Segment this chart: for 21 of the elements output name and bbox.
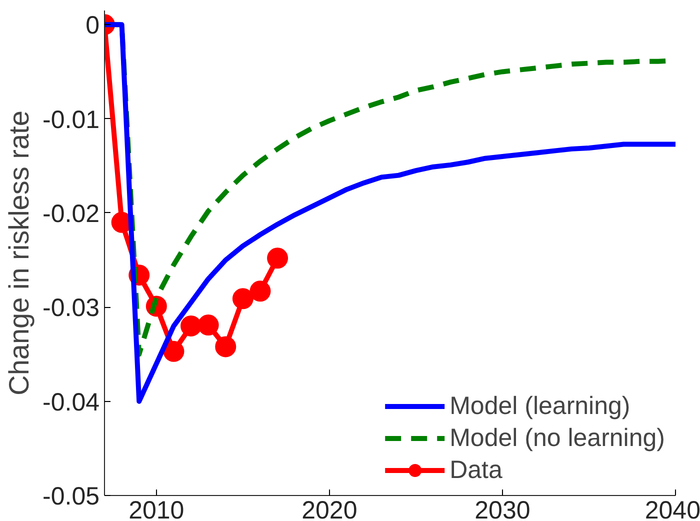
y-tick-label: -0.03 — [42, 294, 100, 322]
point — [163, 340, 184, 362]
point — [180, 316, 202, 336]
point — [198, 314, 219, 336]
legend-label: Model (learning) — [450, 392, 630, 420]
y-tick-label: -0.05 — [42, 482, 100, 510]
y-tick-label: -0.01 — [42, 106, 100, 134]
y-tick-label: -0.02 — [42, 200, 100, 228]
x-tick-label: 2010 — [128, 496, 184, 521]
x-tick-label: 2030 — [474, 496, 530, 521]
y-tick-label: 0 — [86, 12, 100, 40]
x-tick-label: 2020 — [302, 496, 358, 521]
legend-label: Data — [450, 456, 502, 484]
legend-label: Model (no learning) — [450, 424, 665, 452]
x-tick-label: 2040 — [644, 496, 700, 521]
point — [232, 288, 254, 310]
point — [267, 248, 288, 269]
y-tick-label: -0.04 — [42, 388, 100, 416]
y-axis-title: Change in riskless rate — [4, 110, 35, 396]
point — [215, 336, 236, 358]
point — [250, 280, 271, 302]
